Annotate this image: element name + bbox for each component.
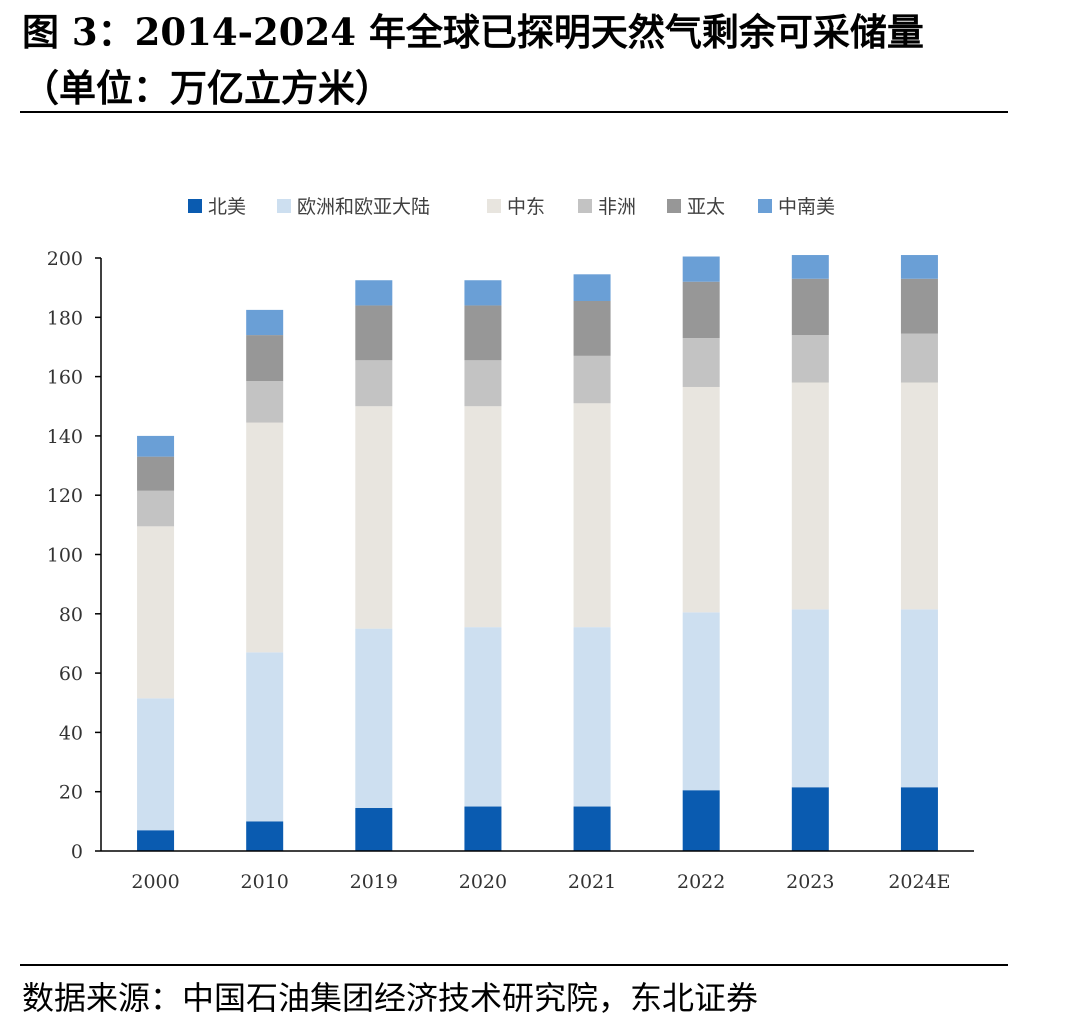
x-tick-label: 2023 <box>786 871 834 893</box>
bar-segment <box>900 278 938 334</box>
bar-segment <box>791 787 829 851</box>
x-tick-label: 2000 <box>131 871 179 893</box>
source-divider <box>20 964 1008 966</box>
y-tick-label: 60 <box>59 663 83 685</box>
y-tick-label: 80 <box>59 604 83 626</box>
bar-segment <box>355 280 393 306</box>
bar-segment <box>573 355 611 404</box>
bar-segment <box>900 255 938 279</box>
bar-segment <box>682 386 720 613</box>
legend: 北美 欧洲和欧亚大陆 中东 非洲 亚太 中南美 <box>188 196 835 218</box>
y-tick-label: 200 <box>47 248 83 270</box>
y-tick-label: 100 <box>47 545 83 567</box>
bar-segment <box>355 808 393 851</box>
bar-segment <box>137 456 175 491</box>
y-tick-label: 160 <box>47 367 83 389</box>
legend-label: 亚太 <box>687 196 725 218</box>
bar-segment <box>900 333 938 383</box>
legend-swatch <box>277 199 291 213</box>
legend-item: 亚太 <box>667 196 725 218</box>
bar-segment <box>464 305 502 361</box>
legend-item: 非洲 <box>578 196 636 218</box>
x-tick-label: 2020 <box>459 871 507 893</box>
bar-segment <box>464 406 502 628</box>
legend-swatch <box>578 199 592 213</box>
legend-label: 欧洲和欧亚大陆 <box>297 196 430 218</box>
bar-segment <box>464 806 502 851</box>
legend-swatch <box>667 199 681 213</box>
legend-label: 中南美 <box>778 196 835 218</box>
plot-area: 0 20 40 60 80 100 120 140 160 180 200 2000 2010 2019 2… <box>47 248 974 893</box>
bar-segment <box>900 382 938 610</box>
legend-label: 北美 <box>208 196 246 218</box>
bar-segment <box>355 360 393 407</box>
x-tick-label: 2022 <box>677 871 725 893</box>
bar-segment <box>573 403 611 628</box>
bar-segment <box>682 256 720 282</box>
legend-label: 非洲 <box>598 196 636 218</box>
legend-item: 北美 <box>188 196 246 218</box>
bar-segment <box>137 526 175 699</box>
legend-swatch <box>487 199 501 213</box>
bar-segment <box>246 335 284 382</box>
bar-segment <box>246 821 284 851</box>
bar-segment <box>682 281 720 339</box>
y-tick-label: 0 <box>71 841 83 863</box>
bar-segment <box>791 382 829 610</box>
x-tick-label: 2010 <box>241 871 289 893</box>
bar-segment <box>791 609 829 788</box>
bar-segment <box>573 300 611 356</box>
legend-label: 中东 <box>507 196 545 218</box>
x-tick-label: 2024E <box>888 871 950 893</box>
bar-segment <box>246 422 284 653</box>
bar-segment <box>246 652 284 822</box>
chart-title: 图 3：2014-2024 年全球已探明天然气剩余可采储量 （单位：万亿立方米） <box>22 4 1022 116</box>
y-tick-label: 20 <box>59 782 83 804</box>
bar-segment <box>137 435 175 457</box>
bar-segment <box>791 335 829 383</box>
bar-segment <box>682 612 720 791</box>
bar-segment <box>791 255 829 279</box>
bar-segment <box>355 406 393 629</box>
bar-segment <box>682 338 720 387</box>
x-tick-label: 2019 <box>350 871 398 893</box>
bar-segment <box>355 628 393 809</box>
bar-segment <box>246 309 284 336</box>
bar-segment <box>137 698 175 831</box>
chart-title-line2: （单位：万亿立方米） <box>22 66 392 110</box>
legend-item: 中南美 <box>758 196 835 218</box>
chart-title-line1: 图 3：2014-2024 年全球已探明天然气剩余可采储量 <box>22 10 924 54</box>
bar-segment <box>464 280 502 306</box>
y-tick-label: 120 <box>47 485 83 507</box>
legend-swatch <box>758 199 772 213</box>
y-tick-label: 140 <box>47 426 83 448</box>
legend-item: 欧洲和欧亚大陆 <box>277 196 430 218</box>
y-tick-label: 40 <box>59 722 83 744</box>
bar-segment <box>464 360 502 407</box>
title-divider <box>20 111 1008 113</box>
bar-segment <box>137 490 175 527</box>
x-tick-label: 2021 <box>568 871 616 893</box>
legend-swatch <box>188 199 202 213</box>
stacked-bar-chart: 北美 欧洲和欧亚大陆 中东 非洲 亚太 中南美 0 20 40 60 80 100 120 140 160… <box>47 196 974 893</box>
bar-segment <box>791 278 829 336</box>
bar-segment <box>137 830 175 851</box>
bar-segment <box>900 609 938 788</box>
bar-segment <box>682 790 720 851</box>
source-note: 数据来源：中国石油集团经济技术研究院，东北证券 <box>22 979 759 1017</box>
bar-segment <box>573 806 611 851</box>
bar-segment <box>900 787 938 851</box>
bar-segment <box>573 274 611 301</box>
bar-segment <box>355 305 393 361</box>
bar-segment <box>464 627 502 807</box>
legend-item: 中东 <box>487 196 545 218</box>
bar-segment <box>246 381 284 423</box>
y-tick-label: 180 <box>47 307 83 329</box>
bar-segment <box>573 627 611 807</box>
